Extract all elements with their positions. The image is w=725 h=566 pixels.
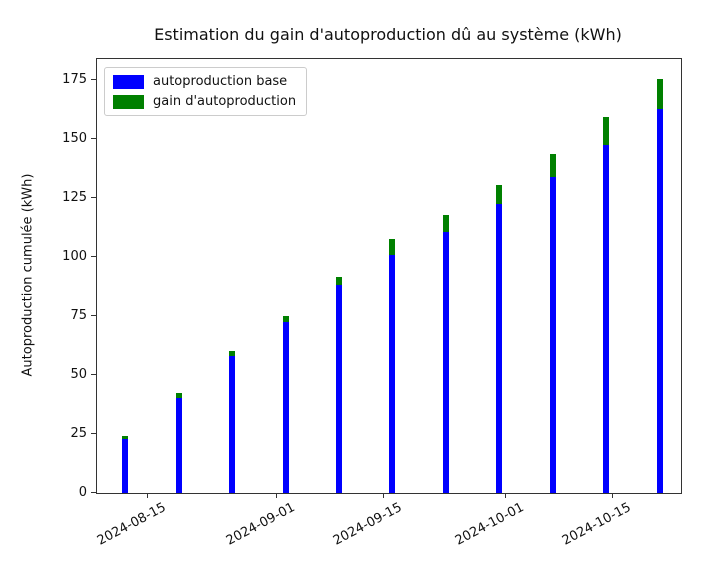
bar-base-segment [389, 254, 396, 493]
plot-area: autoproduction base gain d'autoproductio… [96, 58, 682, 494]
y-tick-label: 25 [70, 425, 87, 441]
x-tick-label: 2024-09-15 [331, 500, 405, 549]
x-tick-label: 2024-09-01 [224, 500, 298, 549]
y-tick-label: 175 [62, 71, 87, 87]
y-tick-label: 50 [70, 366, 87, 382]
y-tick-label: 75 [70, 307, 87, 323]
bar-gain-segment [122, 436, 129, 440]
bar-base-segment [442, 231, 449, 493]
x-tick-mark [505, 493, 507, 498]
bars-layer [97, 59, 681, 493]
bar-gain-segment [549, 154, 556, 177]
bar-gain-segment [656, 78, 663, 109]
y-tick-mark [91, 78, 96, 80]
bar-gain-segment [335, 276, 342, 285]
legend-label-gain: gain d'autoproduction [153, 94, 297, 109]
legend-label-base: autoproduction base [153, 74, 288, 89]
bar-gain-segment [496, 184, 503, 205]
bar-base-segment [122, 439, 129, 493]
x-tick-mark [276, 493, 278, 498]
bar-gain-segment [389, 238, 396, 255]
y-tick-mark [91, 255, 96, 257]
y-tick-label: 125 [62, 189, 87, 205]
bar-gain-segment [603, 116, 610, 145]
y-tick-mark [91, 432, 96, 434]
bar-base-segment [335, 284, 342, 493]
legend-item-base: autoproduction base [113, 74, 296, 89]
x-tick-label: 2024-08-15 [94, 500, 169, 549]
legend: autoproduction base gain d'autoproductio… [104, 67, 308, 116]
bar-gain-segment [442, 215, 449, 232]
x-tick-label: 2024-10-15 [560, 500, 634, 549]
bar-base-segment [282, 321, 289, 493]
chart-title: Estimation du gain d'autoproduction dû a… [154, 25, 622, 44]
bar-base-segment [496, 204, 503, 493]
y-tick-mark [91, 491, 96, 493]
bar-gain-segment [282, 315, 289, 322]
y-tick-label: 100 [62, 248, 87, 264]
bar-base-segment [549, 176, 556, 493]
y-tick-mark [91, 314, 96, 316]
x-tick-mark [146, 493, 148, 498]
bar-base-segment [229, 356, 236, 493]
bar-gain-segment [229, 350, 236, 357]
legend-swatch-gain [113, 94, 144, 109]
y-axis-label: Autoproduction cumulée (kWh) [20, 173, 36, 377]
bar-base-segment [175, 397, 182, 493]
bar-base-segment [656, 108, 663, 493]
legend-swatch-base [113, 74, 144, 89]
x-tick-mark [383, 493, 385, 498]
y-tick-mark [91, 373, 96, 375]
y-tick-mark [91, 196, 96, 198]
y-tick-label: 150 [62, 130, 87, 146]
y-tick-mark [91, 137, 96, 139]
legend-item-gain: gain d'autoproduction [113, 94, 296, 109]
y-tick-label: 0 [78, 484, 87, 500]
bar-gain-segment [175, 393, 182, 398]
bar-base-segment [603, 144, 610, 493]
x-tick-mark [612, 493, 614, 498]
x-tick-label: 2024-10-01 [453, 500, 527, 549]
